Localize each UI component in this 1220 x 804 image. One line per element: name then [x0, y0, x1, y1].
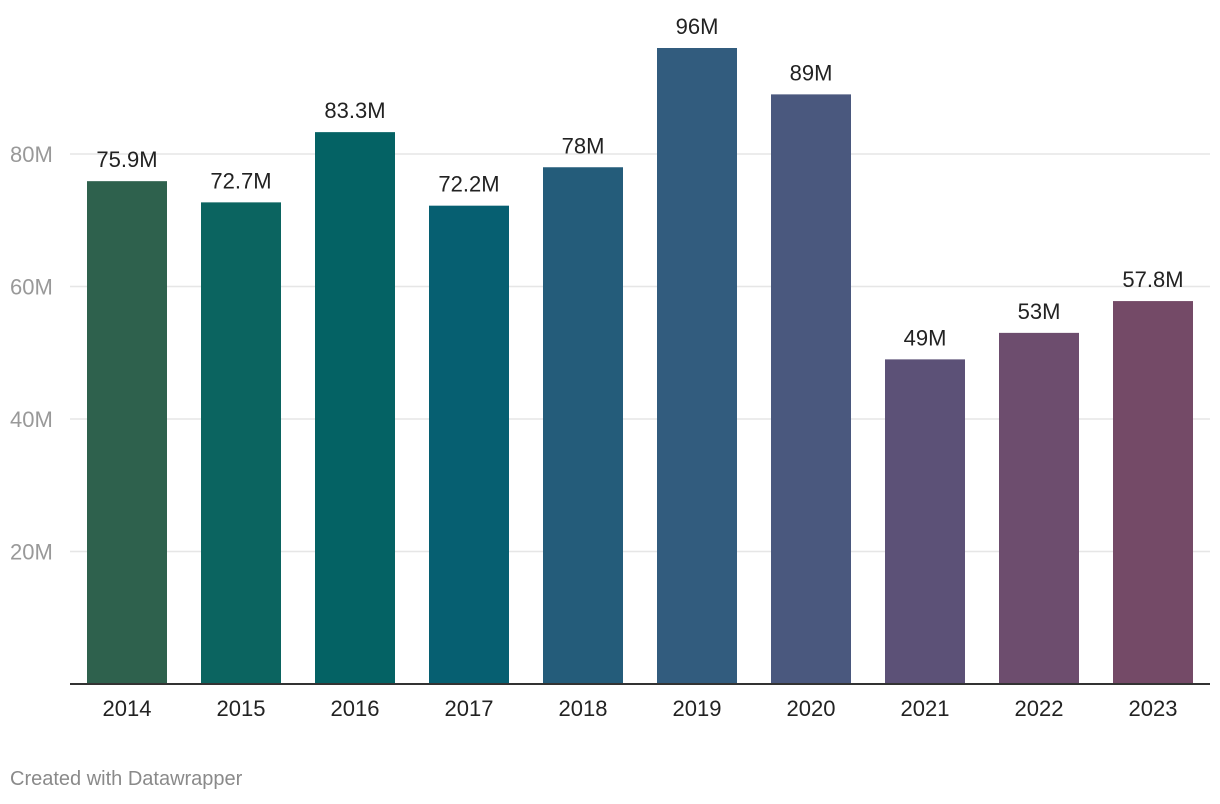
value-label-2014: 75.9M: [96, 147, 157, 172]
x-tick-label-2016: 2016: [331, 696, 380, 721]
bar-2021: [885, 359, 965, 684]
bar-2019: [657, 48, 737, 684]
x-tick-label-2021: 2021: [901, 696, 950, 721]
x-tick-label-2018: 2018: [559, 696, 608, 721]
y-tick-label: 40M: [10, 407, 53, 432]
value-label-2022: 53M: [1018, 299, 1061, 324]
value-label-2017: 72.2M: [438, 172, 499, 197]
y-axis-ticks: 20M 40M 60M 80M: [10, 142, 53, 565]
bar-2022: [999, 332, 1079, 684]
bars: [87, 48, 1193, 685]
x-tick-label-2014: 2014: [103, 696, 152, 721]
x-tick-label-2017: 2017: [445, 696, 494, 721]
bar-2014: [87, 181, 167, 684]
bar-2015: [201, 202, 281, 685]
bar-2018: [543, 167, 623, 684]
value-label-2016: 83.3M: [324, 98, 385, 123]
y-tick-label: 20M: [10, 540, 53, 565]
value-label-2018: 78M: [562, 133, 605, 158]
y-tick-label: 80M: [10, 142, 53, 167]
x-tick-label-2020: 2020: [787, 696, 836, 721]
value-label-2019: 96M: [676, 14, 719, 39]
value-label-2015: 72.7M: [210, 168, 271, 193]
value-labels: 75.9M 72.7M 83.3M 72.2M 78M 96M 89M 49M 53M 57.8M: [96, 14, 1183, 350]
bar-2017: [429, 205, 509, 685]
x-tick-label-2015: 2015: [217, 696, 266, 721]
y-tick-label: 60M: [10, 275, 53, 300]
value-label-2021: 49M: [904, 325, 947, 350]
value-label-2023: 57.8M: [1122, 267, 1183, 292]
value-label-2020: 89M: [790, 60, 833, 85]
bar-2016: [315, 132, 395, 684]
credit-text: Created with Datawrapper: [10, 768, 243, 790]
x-tick-label-2022: 2022: [1015, 696, 1064, 721]
x-tick-label-2023: 2023: [1129, 696, 1178, 721]
x-tick-label-2019: 2019: [673, 696, 722, 721]
bar-2023: [1113, 301, 1193, 684]
bar-2020: [771, 94, 851, 684]
x-axis-labels: 2014 2015 2016 2017 2018 2019 2020 2021 2022 2023: [103, 696, 1178, 721]
